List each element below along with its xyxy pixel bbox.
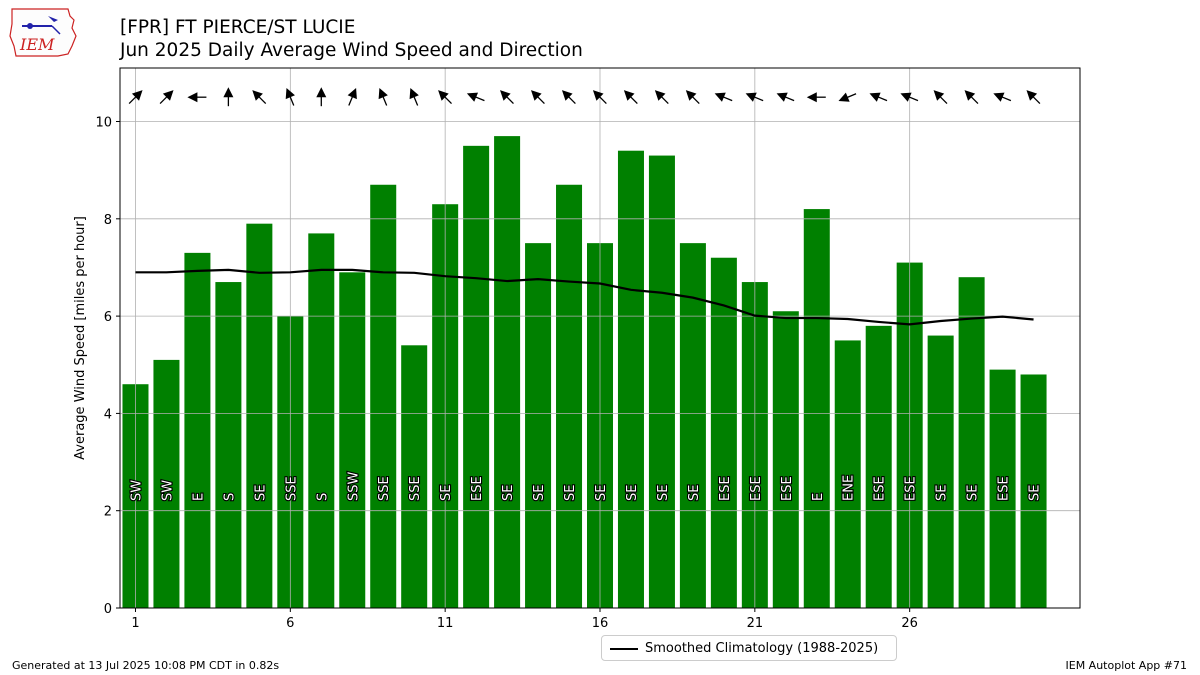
bar-day-9 bbox=[370, 184, 397, 608]
wind-arrow-day-1 bbox=[128, 90, 143, 105]
direction-label-day-7: S bbox=[315, 493, 330, 501]
wind-arrow-day-10 bbox=[409, 87, 419, 106]
direction-label-day-5: SE bbox=[253, 485, 268, 501]
y-tick-label: 6 bbox=[104, 310, 112, 325]
direction-label-day-16: SE bbox=[594, 485, 609, 501]
direction-label-day-28: SE bbox=[966, 485, 981, 501]
x-tick-label: 26 bbox=[901, 616, 918, 631]
direction-label-day-22: ESE bbox=[780, 476, 795, 501]
x-tick-label: 16 bbox=[592, 616, 609, 631]
direction-label-day-8: SSW bbox=[346, 471, 361, 501]
direction-label-day-24: ENE bbox=[842, 475, 857, 501]
bar-day-10 bbox=[401, 345, 428, 608]
bar-day-15 bbox=[556, 184, 583, 608]
direction-label-day-18: SE bbox=[656, 485, 671, 501]
direction-label-day-21: ESE bbox=[749, 476, 764, 501]
wind-arrow-day-11 bbox=[438, 90, 452, 105]
y-tick-label: 2 bbox=[104, 505, 112, 520]
x-tick-label: 11 bbox=[437, 616, 454, 631]
direction-label-day-6: SSE bbox=[284, 476, 299, 501]
direction-label-day-29: ESE bbox=[997, 476, 1012, 501]
bar-day-5 bbox=[246, 223, 273, 609]
direction-label-day-14: SE bbox=[532, 485, 547, 501]
bar-day-12 bbox=[463, 145, 490, 609]
wind-arrow-day-12 bbox=[466, 92, 485, 102]
app-credit: IEM Autoplot App #71 bbox=[1065, 659, 1188, 672]
direction-label-day-19: SE bbox=[687, 485, 702, 501]
climatology-line bbox=[135, 268, 1034, 326]
chart-title-station: [FPR] FT PIERCE/ST LUCIE bbox=[120, 17, 356, 38]
y-tick-label: 10 bbox=[95, 116, 112, 131]
direction-label-day-15: SE bbox=[563, 485, 578, 501]
bar-day-18 bbox=[648, 155, 675, 608]
wind-arrow-day-5 bbox=[252, 90, 267, 105]
bar-day-23 bbox=[803, 209, 830, 608]
wind-arrow-day-24 bbox=[838, 92, 857, 102]
wind-arrow-day-13 bbox=[500, 90, 514, 105]
wind-arrow-day-3 bbox=[187, 92, 207, 103]
direction-label-day-30: SE bbox=[1028, 485, 1043, 501]
bar-day-20 bbox=[710, 257, 737, 608]
direction-label-day-20: ESE bbox=[718, 476, 733, 501]
bar-day-3 bbox=[184, 252, 211, 608]
wind-arrow-day-23 bbox=[806, 92, 826, 103]
wind-arrow-day-26 bbox=[900, 92, 919, 102]
x-tick-label: 21 bbox=[747, 616, 764, 631]
bar-day-7 bbox=[308, 233, 335, 609]
y-axis-label: Average Wind Speed [miles per hour] bbox=[73, 216, 88, 460]
direction-label-day-17: SE bbox=[625, 485, 640, 501]
x-tick-label: 6 bbox=[286, 616, 294, 631]
bar-day-4 bbox=[215, 282, 242, 608]
y-tick-label: 8 bbox=[104, 213, 112, 228]
bar-day-2 bbox=[153, 359, 180, 608]
legend-climatology-swatch bbox=[610, 648, 638, 650]
bar-day-19 bbox=[679, 243, 706, 608]
wind-arrow-day-7 bbox=[316, 87, 327, 107]
iem-logo: IEM bbox=[8, 6, 80, 58]
direction-label-day-1: SW bbox=[129, 480, 144, 501]
bar-day-29 bbox=[989, 369, 1016, 608]
bar-day-17 bbox=[617, 150, 644, 608]
direction-label-day-23: E bbox=[811, 493, 826, 501]
bar-day-24 bbox=[834, 340, 861, 608]
x-tick-label: 1 bbox=[131, 616, 139, 631]
direction-label-day-26: ESE bbox=[904, 476, 919, 501]
wind-arrow-day-20 bbox=[714, 92, 733, 102]
bar-day-22 bbox=[772, 311, 799, 608]
direction-label-day-11: SE bbox=[439, 485, 454, 501]
bar-day-14 bbox=[525, 243, 552, 608]
bar-day-25 bbox=[865, 325, 892, 608]
wind-arrow-day-6 bbox=[285, 87, 295, 106]
generated-timestamp: Generated at 13 Jul 2025 10:08 PM CDT in… bbox=[12, 659, 280, 672]
y-tick-label: 0 bbox=[104, 602, 112, 617]
chart-title-description: Jun 2025 Daily Average Wind Speed and Di… bbox=[120, 40, 583, 61]
wind-arrow-day-25 bbox=[869, 92, 888, 102]
wind-arrow-day-21 bbox=[745, 92, 764, 102]
direction-label-day-2: SW bbox=[160, 480, 175, 501]
bar-day-28 bbox=[958, 277, 985, 608]
logo-text: IEM bbox=[19, 35, 55, 54]
wind-arrow-day-29 bbox=[993, 92, 1012, 102]
bar-day-27 bbox=[927, 335, 954, 608]
legend-climatology-label: Smoothed Climatology (1988-2025) bbox=[645, 641, 879, 656]
wind-arrow-day-9 bbox=[378, 87, 388, 106]
chart-legend: Smoothed Climatology (1988-2025) bbox=[601, 635, 897, 661]
bar-day-13 bbox=[494, 136, 521, 609]
wind-arrow-day-8 bbox=[347, 87, 357, 106]
direction-label-day-13: SE bbox=[501, 485, 516, 501]
direction-label-day-27: SE bbox=[935, 485, 950, 501]
wind-arrow-day-4 bbox=[223, 87, 234, 107]
direction-label-day-25: ESE bbox=[873, 476, 888, 501]
direction-label-day-4: S bbox=[222, 493, 237, 501]
direction-label-day-10: SSE bbox=[408, 476, 423, 501]
direction-label-day-3: E bbox=[191, 493, 206, 501]
direction-label-day-9: SSE bbox=[377, 476, 392, 501]
wind-arrow-day-22 bbox=[776, 92, 795, 102]
y-tick-label: 4 bbox=[104, 407, 112, 422]
direction-label-day-12: ESE bbox=[470, 476, 485, 501]
bar-day-8 bbox=[339, 272, 366, 608]
wind-arrow-day-2 bbox=[159, 90, 174, 105]
